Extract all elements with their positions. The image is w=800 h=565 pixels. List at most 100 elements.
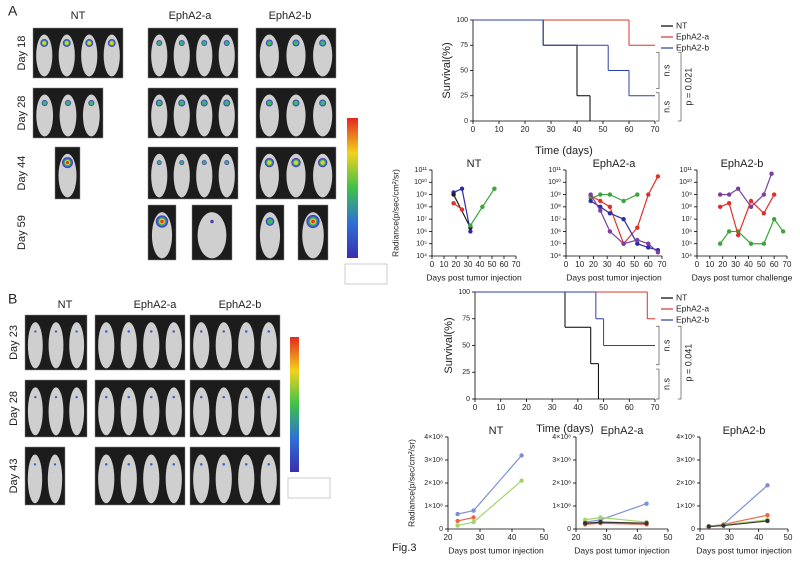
mouse (238, 454, 255, 504)
data-point (748, 198, 754, 204)
data-point (635, 225, 640, 230)
x-tick-label: 40 (754, 533, 763, 542)
data-point (735, 232, 741, 238)
data-point (455, 523, 460, 528)
x-tick-label: 0 (471, 125, 476, 134)
x-tick-label: 40 (476, 260, 485, 269)
group-label: NT (58, 299, 73, 311)
data-point (717, 241, 723, 246)
mouse (27, 387, 43, 436)
mouse (120, 322, 137, 369)
y-tick-label: 4×10⁸ (552, 434, 571, 441)
signal-blob (89, 101, 94, 105)
group-label: EphA2-b (219, 299, 262, 311)
mouse (286, 34, 306, 77)
data-point (583, 521, 588, 526)
x-tick-label: 20 (522, 403, 531, 412)
group-label: EphA2-b (269, 10, 312, 22)
signal-blob (34, 396, 37, 399)
day-label: Day 59 (16, 215, 28, 250)
mouse (151, 34, 168, 77)
y-tick-label: 50 (460, 67, 468, 74)
signal-blob (64, 41, 69, 45)
y-tick-label: 3×10⁸ (676, 457, 695, 464)
day-label: Day 44 (16, 156, 28, 191)
x-axis-label: Time (days) (536, 423, 594, 435)
x-tick-label: 70 (783, 260, 792, 269)
data-point (646, 245, 651, 250)
x-tick-label: 20 (452, 260, 461, 269)
x-axis-label: Days post tumor injection (448, 545, 544, 555)
data-point (646, 192, 651, 197)
significance-label: n.s (661, 64, 671, 77)
signal-blob (267, 463, 270, 466)
data-point (451, 200, 456, 206)
x-tick-label: 20 (521, 125, 530, 134)
mouse (82, 94, 100, 137)
mouse (36, 94, 54, 137)
signal-blob (320, 160, 325, 165)
mouse (27, 454, 43, 504)
data-point (519, 453, 524, 458)
mouse (120, 454, 137, 504)
mouse (215, 454, 232, 504)
y-tick-label: 50 (462, 342, 470, 349)
x-tick-label: 30 (725, 533, 734, 542)
x-tick-label: 40 (744, 260, 753, 269)
data-point (717, 204, 723, 210)
mouse (143, 322, 160, 369)
significance-label: n.s (661, 100, 671, 113)
x-tick-label: 70 (512, 260, 521, 269)
signal-blob (172, 463, 175, 466)
y-tick-label: 75 (460, 42, 468, 49)
data-point (646, 241, 651, 246)
x-tick-label: 20 (696, 533, 705, 542)
mouse (218, 94, 235, 137)
x-tick-label: 50 (488, 260, 497, 269)
y-tick-label: 10⁵ (681, 241, 692, 248)
data-point (607, 204, 613, 210)
x-tick-label: 40 (633, 533, 642, 542)
signal-blob (157, 100, 162, 106)
signal-blob (150, 463, 153, 466)
signal-blob (127, 463, 130, 466)
x-tick-label: 0 (564, 260, 569, 269)
chart-title: EphA2-b (721, 158, 764, 170)
signal-blob (150, 330, 153, 333)
bracket (656, 325, 660, 366)
y-axis-label: Radiance(p/sec/cm²/sr) (406, 439, 416, 527)
y-tick-label: 0 (439, 526, 443, 533)
y-tick-label: 4×10⁸ (676, 434, 695, 441)
y-tick-label: 10¹⁰ (414, 178, 427, 186)
signal-blob (179, 41, 184, 45)
signal-blob (87, 41, 92, 45)
y-tick-label: 10¹⁰ (679, 178, 692, 186)
mouse (260, 387, 277, 436)
mouse (143, 454, 160, 504)
data-point (726, 200, 732, 206)
mouse (59, 94, 77, 137)
mouse (259, 153, 279, 198)
data-point (771, 216, 777, 222)
x-tick-label: 10 (495, 125, 504, 134)
signal-blob (222, 330, 225, 333)
signal-blob (180, 161, 184, 165)
mouse (286, 94, 306, 137)
mouse (58, 34, 75, 77)
signal-blob (54, 463, 56, 466)
day-label: Day 28 (8, 391, 20, 426)
mouse (313, 94, 333, 137)
data-point (761, 192, 767, 197)
signal-blob (75, 330, 78, 333)
mouse (151, 94, 168, 137)
data-point (588, 192, 593, 197)
mouse (313, 34, 333, 77)
x-tick-label: 0 (430, 260, 435, 269)
data-point (635, 237, 640, 243)
x-tick-label: 30 (464, 260, 473, 269)
x-axis-label: Days post tumor injection (574, 545, 670, 555)
mouse (215, 387, 232, 436)
data-point (459, 207, 465, 212)
signal-blob (200, 330, 203, 333)
